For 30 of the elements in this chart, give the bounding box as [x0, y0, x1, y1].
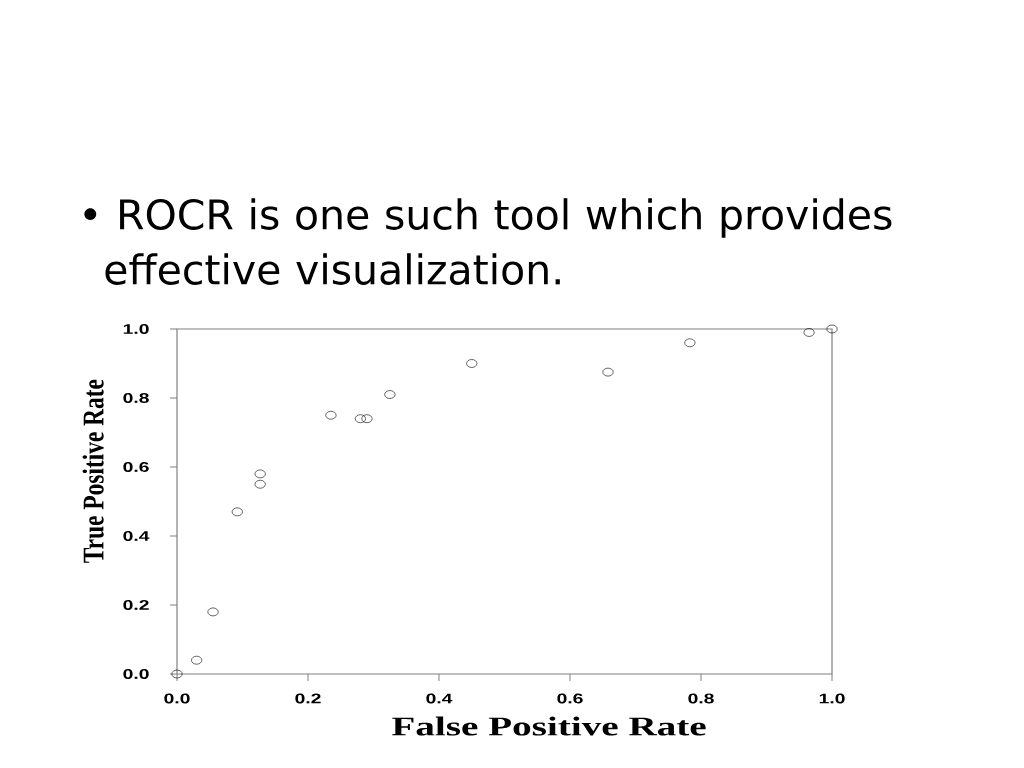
x-tick-label: 0.6: [557, 693, 583, 704]
point: [354, 414, 366, 423]
point: [684, 338, 696, 348]
x-tick-label: 0.0: [164, 693, 190, 704]
x-tick-label: 1.0: [819, 693, 845, 704]
y-tick-label: 1.0: [123, 324, 149, 334]
x-tick-label: 0.2: [295, 693, 321, 704]
x-axis-title: False Positive Rate: [392, 716, 706, 736]
x-tick-label: 0.8: [688, 693, 714, 704]
point: [254, 469, 266, 479]
y-axis-title: True Positive Rate: [82, 379, 104, 563]
point: [602, 367, 614, 377]
point: [466, 359, 478, 368]
point: [171, 669, 183, 679]
point: [207, 607, 219, 617]
point: [803, 328, 815, 337]
point: [384, 390, 396, 399]
x-tick-label: 0.4: [426, 693, 453, 704]
y-tick-label: 0.8: [123, 393, 149, 403]
point: [325, 410, 337, 420]
y-tick-label: 0.6: [123, 462, 149, 472]
point: [231, 507, 243, 517]
point: [826, 324, 838, 334]
y-tick-label: 0.4: [123, 531, 150, 541]
point: [254, 479, 266, 489]
y-tick-label: 0.0: [123, 669, 149, 679]
point: [361, 414, 373, 423]
chart-title: • ROCR is one such tool which provides effective visualization.: [84, 198, 892, 285]
y-tick-label: 0.2: [123, 600, 149, 610]
point: [191, 655, 203, 665]
